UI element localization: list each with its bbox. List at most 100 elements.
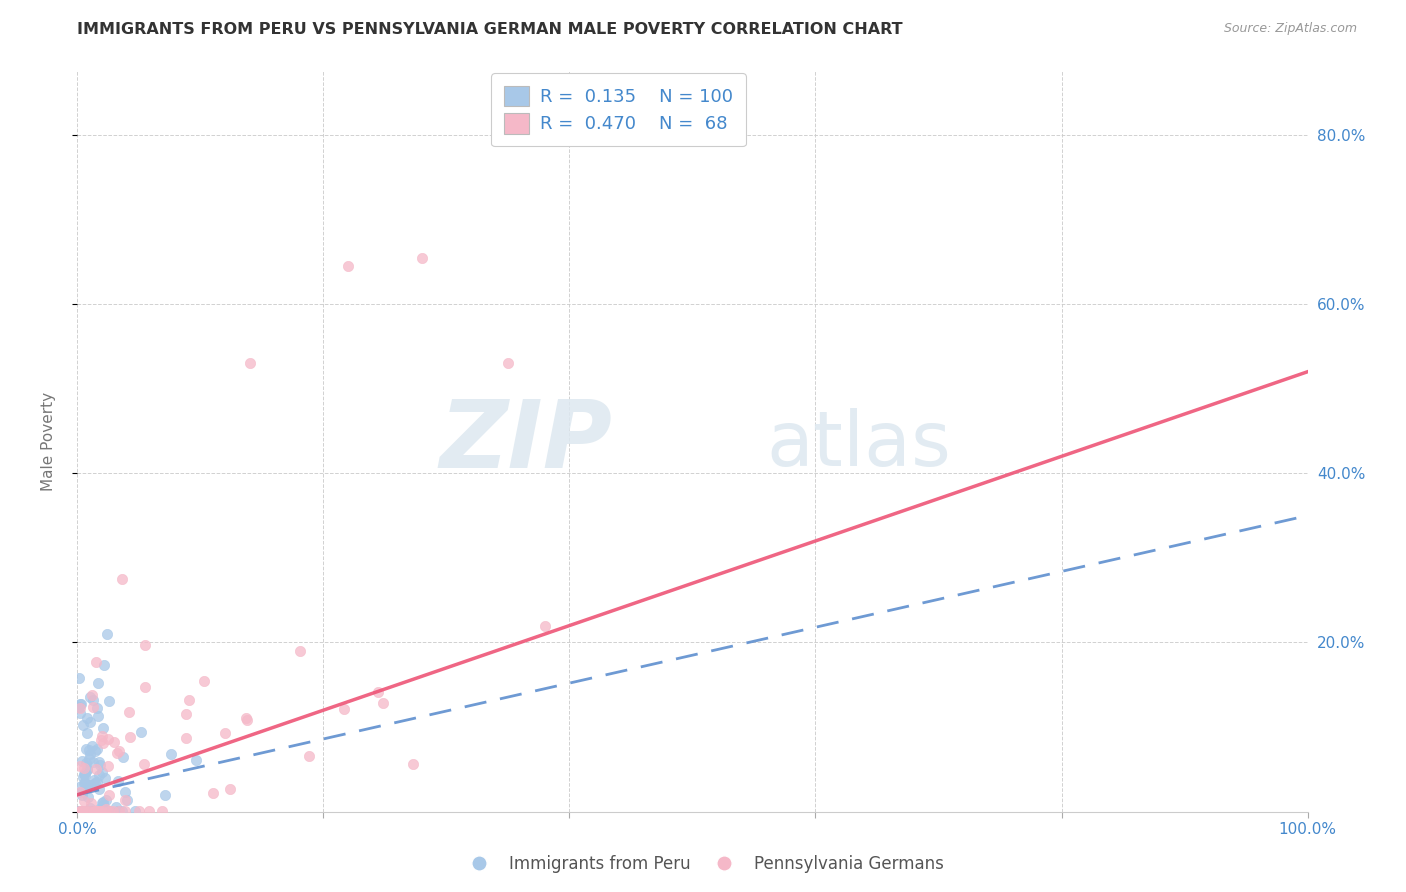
Point — [153, 788, 176, 802]
Point — [69, 785, 91, 799]
Text: IMMIGRANTS FROM PERU VS PENNSYLVANIA GERMAN MALE POVERTY CORRELATION CHART: IMMIGRANTS FROM PERU VS PENNSYLVANIA GER… — [77, 22, 903, 37]
Point — [79, 747, 101, 761]
Point — [73, 804, 96, 818]
Point — [98, 788, 121, 802]
Point — [90, 804, 112, 818]
Point — [160, 747, 183, 762]
Point — [91, 736, 114, 750]
Point — [80, 796, 103, 810]
Point — [72, 770, 94, 784]
Point — [79, 778, 101, 792]
Point — [202, 787, 225, 801]
Point — [96, 804, 118, 818]
Point — [76, 762, 98, 776]
Point — [107, 804, 129, 818]
Point — [298, 749, 321, 764]
Point — [129, 725, 152, 739]
Point — [108, 804, 131, 818]
Point — [75, 756, 97, 771]
Point — [93, 798, 115, 813]
Point — [105, 800, 128, 814]
Point — [90, 729, 112, 743]
Point — [73, 767, 96, 781]
Point — [70, 785, 93, 799]
Point — [69, 671, 91, 685]
Point — [69, 701, 91, 715]
Point — [84, 804, 107, 818]
Point — [93, 804, 115, 818]
Point — [80, 688, 103, 702]
Point — [77, 789, 100, 804]
Point — [128, 804, 150, 818]
Point — [193, 674, 215, 689]
Point — [218, 781, 240, 796]
Point — [236, 713, 259, 727]
Point — [87, 768, 110, 782]
Point — [73, 804, 96, 818]
Point — [239, 356, 262, 370]
Point — [87, 755, 110, 769]
Point — [80, 804, 103, 818]
Point — [411, 251, 433, 265]
Point — [402, 756, 425, 771]
Point — [93, 658, 115, 673]
Point — [77, 804, 100, 818]
Point — [174, 731, 197, 746]
Point — [97, 758, 120, 772]
Point — [75, 768, 97, 782]
Point — [82, 692, 104, 706]
Point — [67, 700, 90, 714]
Point — [86, 775, 108, 789]
Point — [84, 804, 107, 818]
Point — [69, 804, 91, 818]
Point — [97, 731, 120, 746]
Point — [89, 804, 111, 818]
Point — [177, 693, 200, 707]
Point — [83, 776, 105, 790]
Point — [87, 676, 110, 690]
Point — [96, 627, 118, 641]
Point — [79, 801, 101, 815]
Point — [103, 735, 125, 749]
Point — [75, 766, 97, 780]
Point — [79, 690, 101, 704]
Point — [94, 804, 117, 818]
Point — [98, 804, 121, 818]
Point — [496, 356, 519, 370]
Point — [108, 744, 131, 758]
Point — [115, 792, 138, 806]
Point — [91, 721, 114, 735]
Point — [79, 715, 101, 730]
Legend: Immigrants from Peru, Pennsylvania Germans: Immigrants from Peru, Pennsylvania Germa… — [456, 848, 950, 880]
Point — [82, 755, 104, 769]
Point — [76, 711, 98, 725]
Point — [67, 804, 90, 818]
Point — [152, 804, 174, 818]
Point — [70, 754, 93, 768]
Point — [101, 804, 124, 818]
Point — [89, 781, 111, 796]
Point — [84, 804, 107, 818]
Point — [290, 644, 312, 658]
Point — [69, 804, 91, 818]
Text: atlas: atlas — [766, 409, 950, 483]
Point — [69, 804, 91, 818]
Point — [94, 793, 117, 807]
Point — [69, 697, 91, 711]
Point — [76, 804, 98, 818]
Point — [534, 618, 557, 632]
Point — [83, 804, 105, 818]
Point — [91, 765, 114, 780]
Point — [77, 743, 100, 757]
Point — [77, 804, 100, 818]
Point — [77, 804, 100, 818]
Point — [83, 804, 105, 818]
Point — [82, 699, 104, 714]
Point — [134, 680, 156, 694]
Point — [80, 739, 103, 754]
Point — [70, 804, 93, 818]
Point — [214, 726, 236, 740]
Point — [94, 804, 117, 818]
Point — [138, 804, 160, 818]
Point — [90, 732, 112, 747]
